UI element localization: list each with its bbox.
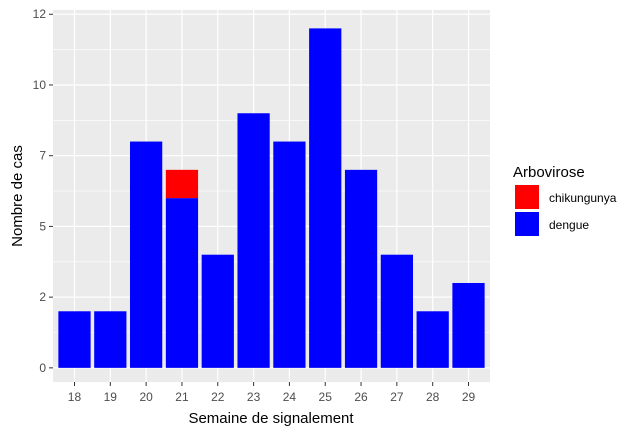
bar-dengue-29 xyxy=(452,282,485,368)
bar-dengue-21 xyxy=(165,198,199,368)
legend-key-dengue xyxy=(515,212,539,236)
x-tick-label: 21 xyxy=(175,390,189,404)
y-tick-label: 5 xyxy=(39,219,46,233)
x-tick-label: 24 xyxy=(283,390,297,404)
bar-dengue-18 xyxy=(58,311,91,368)
x-tick-label: 29 xyxy=(462,390,476,404)
x-tick-label: 22 xyxy=(211,390,225,404)
legend-key-chikungunya xyxy=(515,185,539,209)
bar-dengue-23 xyxy=(237,113,270,368)
y-axis-title: Nombre de cas xyxy=(9,145,26,247)
x-axis-title: Semaine de signalement xyxy=(188,410,354,427)
bars xyxy=(58,28,485,368)
bar-dengue-20 xyxy=(130,141,163,368)
x-tick-label: 18 xyxy=(68,390,82,404)
x-axis: 18 19 20 21 22 23 24 25 26 27 28 29 xyxy=(68,382,476,404)
bar-dengue-27 xyxy=(380,254,413,368)
y-tick-label: 10 xyxy=(33,78,47,92)
x-tick-label: 19 xyxy=(104,390,118,404)
x-tick-label: 28 xyxy=(426,390,440,404)
bar-dengue-19 xyxy=(94,311,127,368)
x-tick-label: 27 xyxy=(390,390,404,404)
legend: Arbovirose chikungunya dengue xyxy=(513,164,617,236)
y-tick-label: 0 xyxy=(39,361,46,375)
x-tick-label: 20 xyxy=(139,390,153,404)
legend-label-dengue: dengue xyxy=(549,218,589,232)
bar-dengue-24 xyxy=(273,141,306,368)
legend-label-chikungunya: chikungunya xyxy=(549,191,617,205)
y-tick-label: 7 xyxy=(39,149,46,163)
x-tick-label: 25 xyxy=(319,390,333,404)
bar-dengue-28 xyxy=(416,311,449,368)
bar-chikungunya-21 xyxy=(165,169,199,199)
legend-title: Arbovirose xyxy=(513,164,585,181)
bar-dengue-25 xyxy=(309,28,342,368)
x-tick-label: 23 xyxy=(247,390,261,404)
y-tick-label: 2 xyxy=(39,290,46,304)
y-axis: 0 2 5 7 10 12 xyxy=(33,7,53,375)
bar-dengue-26 xyxy=(344,169,378,368)
x-tick-label: 26 xyxy=(354,390,368,404)
y-tick-label: 12 xyxy=(33,7,47,21)
bar-dengue-22 xyxy=(201,254,234,368)
